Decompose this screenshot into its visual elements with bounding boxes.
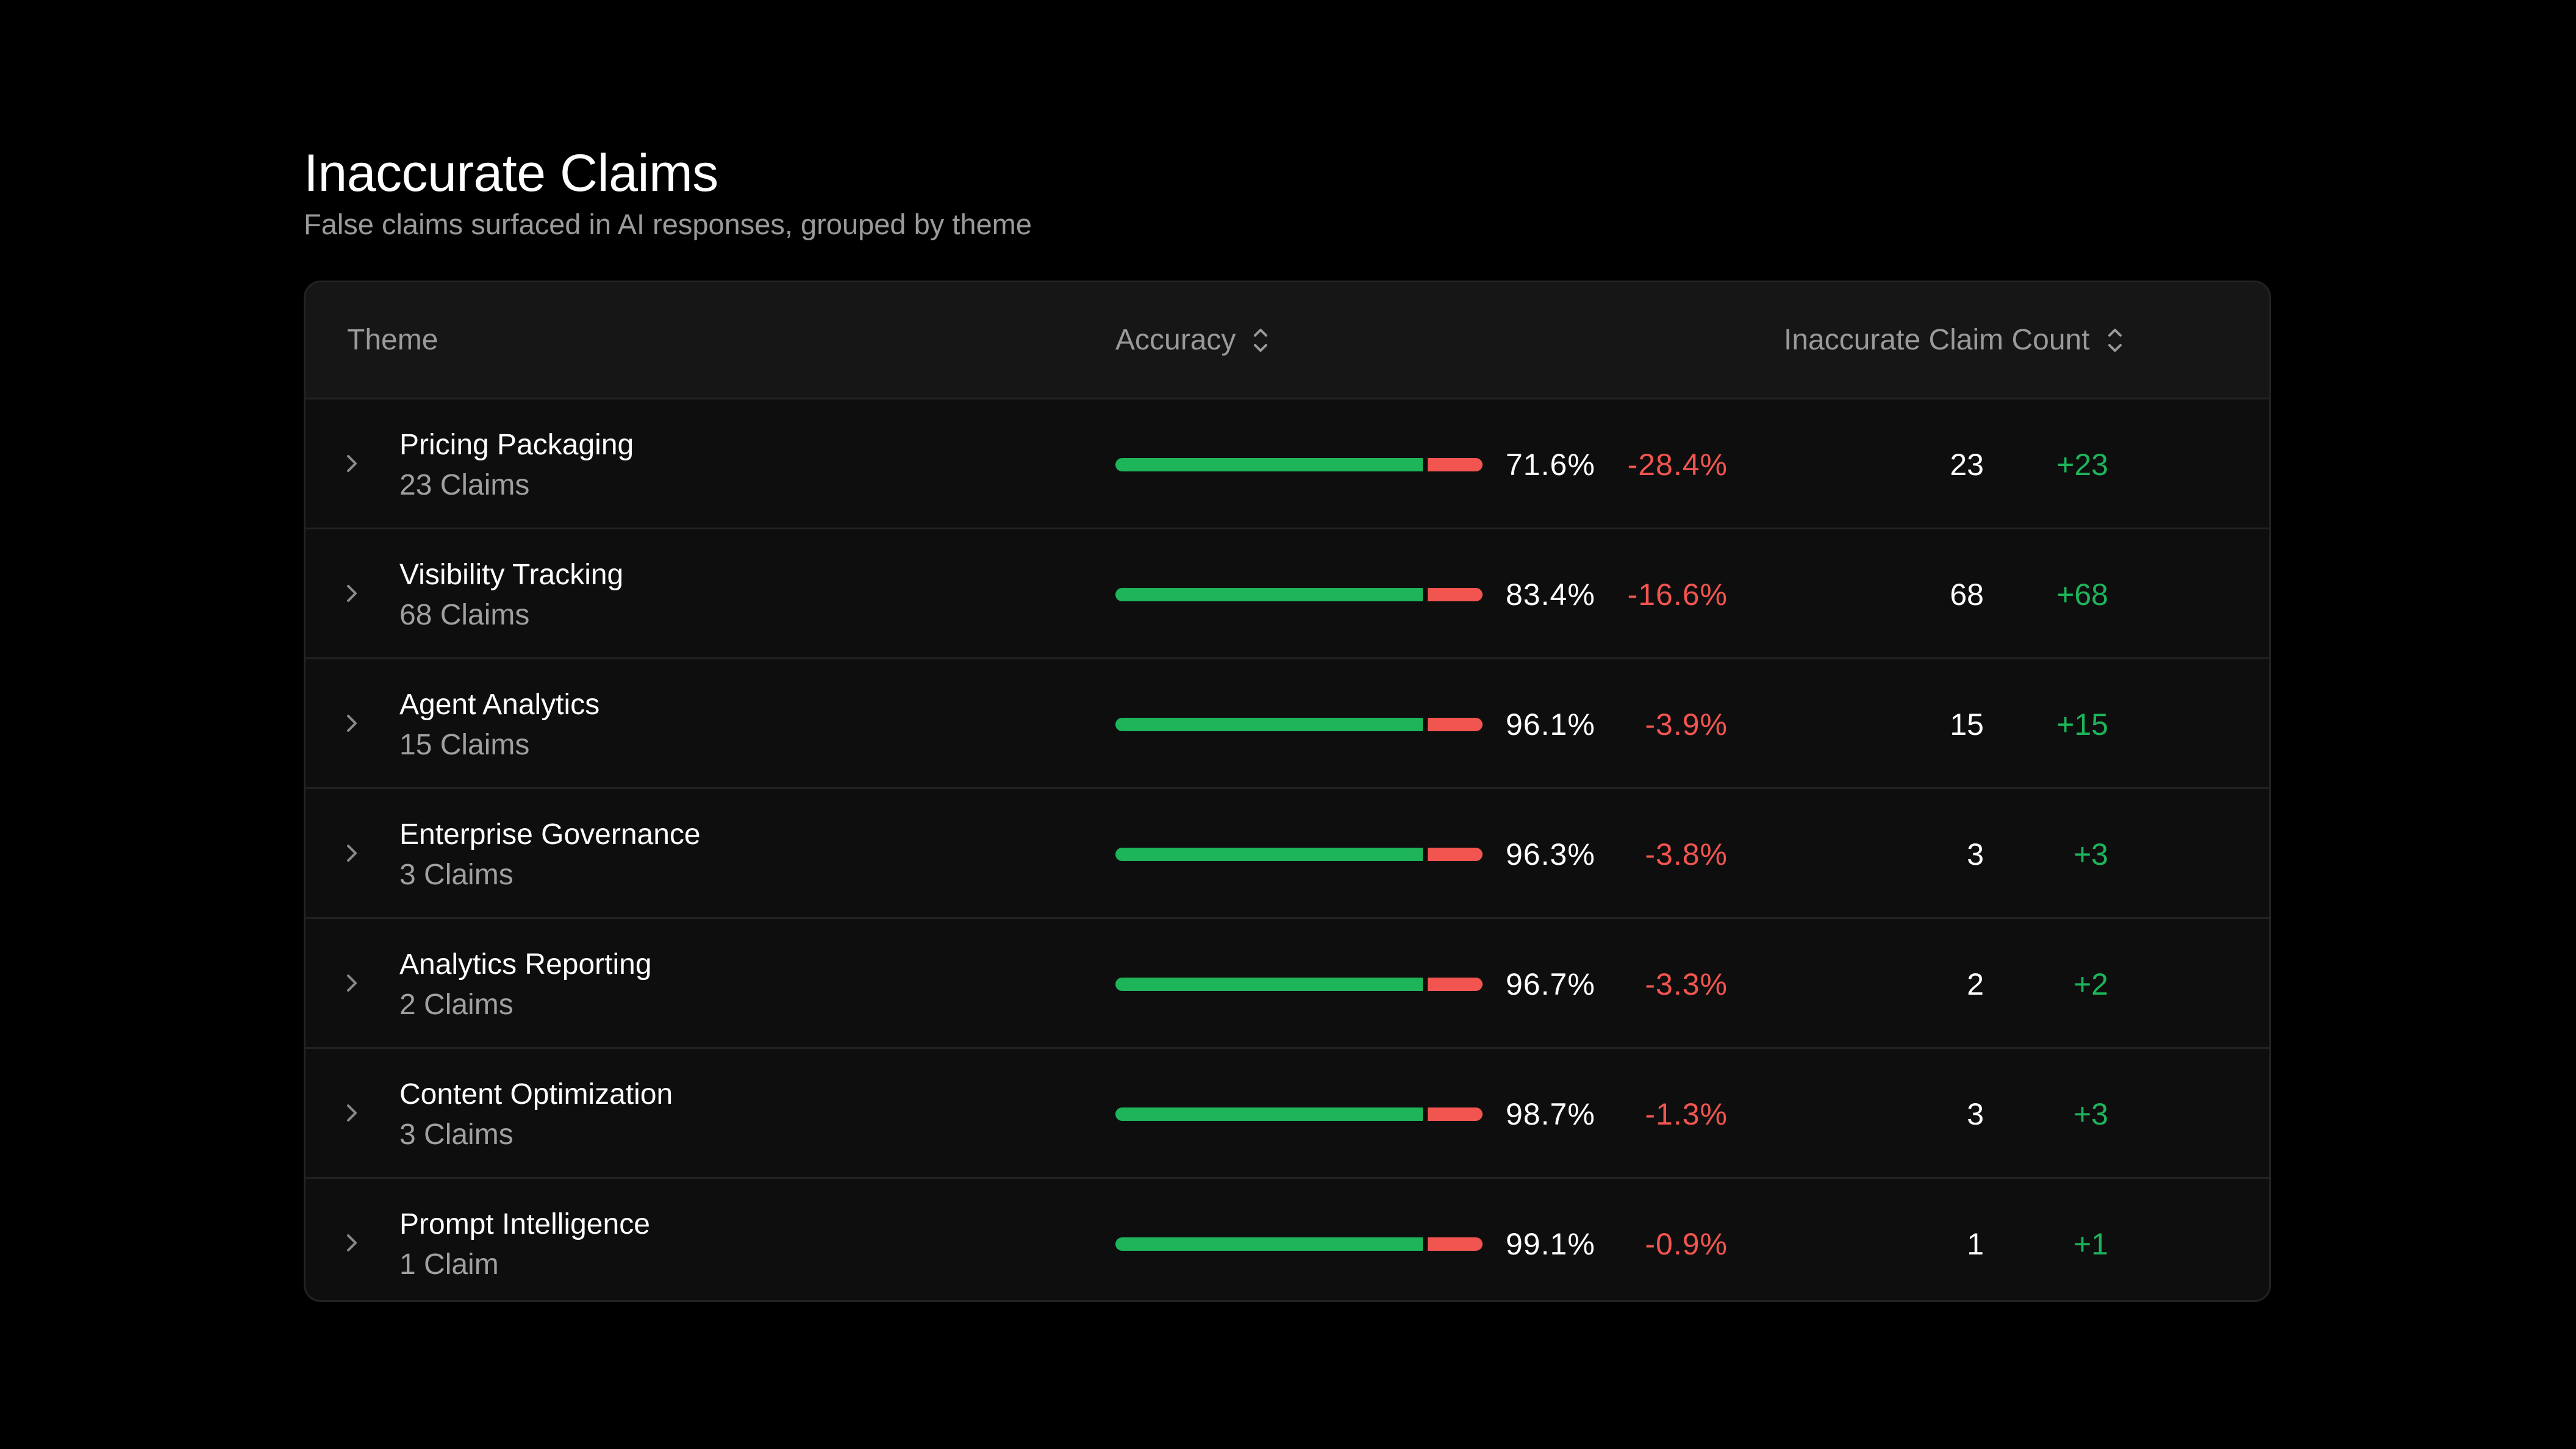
- accuracy-bar-inaccurate: [1428, 458, 1483, 471]
- accuracy-bar-inaccurate: [1428, 1107, 1483, 1121]
- theme-name: Content Optimization: [399, 1078, 673, 1111]
- accuracy-value: 96.7%: [1506, 967, 1595, 1001]
- accuracy-bar-inaccurate: [1428, 848, 1483, 861]
- chevron-right-icon[interactable]: [340, 659, 364, 787]
- theme-cell: Analytics Reporting 2 Claims: [399, 946, 652, 1024]
- theme-name: Pricing Packaging: [399, 429, 634, 461]
- column-header-theme-label: Theme: [347, 324, 438, 356]
- theme-name: Enterprise Governance: [399, 818, 701, 851]
- theme-cell: Agent Analytics 15 Claims: [399, 686, 599, 764]
- table-row[interactable]: Enterprise Governance 3 Claims 96.3% -3.…: [306, 789, 2269, 919]
- table-row[interactable]: Agent Analytics 15 Claims 96.1% -3.9% 15…: [306, 659, 2269, 789]
- theme-cell: Prompt Intelligence 1 Claim: [399, 1206, 650, 1284]
- claim-count-delta: +1: [2073, 1227, 2108, 1261]
- accuracy-bar-correct: [1115, 718, 1423, 731]
- accuracy-value: 98.7%: [1506, 1097, 1595, 1131]
- theme-cell: Content Optimization 3 Claims: [399, 1076, 673, 1154]
- accuracy-bar: [1115, 1237, 1483, 1251]
- chevron-right-icon[interactable]: [340, 789, 364, 917]
- accuracy-bar-inaccurate: [1428, 718, 1483, 731]
- column-header-theme: Theme: [347, 282, 438, 398]
- theme-claims-count: 3 Claims: [399, 1118, 513, 1151]
- column-header-count[interactable]: Inaccurate Claim Count: [1784, 282, 2124, 398]
- accuracy-bar-correct: [1115, 978, 1423, 991]
- table-body: Pricing Packaging 23 Claims 71.6% -28.4%…: [306, 399, 2269, 1300]
- theme-name: Analytics Reporting: [399, 948, 652, 981]
- table-row[interactable]: Prompt Intelligence 1 Claim 99.1% -0.9% …: [306, 1179, 2269, 1300]
- claim-count-value: 15: [1950, 707, 1984, 742]
- table-header: Theme Accuracy Inaccurate Claim Count: [306, 282, 2269, 399]
- page-subtitle: False claims surfaced in AI responses, g…: [304, 208, 1032, 240]
- accuracy-delta: -3.9%: [1645, 707, 1728, 742]
- claim-count-delta: +3: [2073, 837, 2108, 871]
- accuracy-bar: [1115, 848, 1483, 861]
- table-row[interactable]: Content Optimization 3 Claims 98.7% -1.3…: [306, 1049, 2269, 1179]
- accuracy-delta: -3.8%: [1645, 837, 1728, 871]
- claim-count-value: 3: [1967, 1097, 1984, 1131]
- accuracy-bar: [1115, 978, 1483, 991]
- theme-claims-count: 3 Claims: [399, 859, 513, 891]
- page-header: Inaccurate Claims False claims surfaced …: [304, 141, 1032, 243]
- claim-count-delta: +15: [2056, 707, 2108, 742]
- table-row[interactable]: Pricing Packaging 23 Claims 71.6% -28.4%…: [306, 399, 2269, 529]
- chevron-right-icon[interactable]: [340, 399, 364, 528]
- claim-count-delta: +2: [2073, 967, 2108, 1001]
- accuracy-value: 99.1%: [1506, 1227, 1595, 1261]
- claim-count-delta: +3: [2073, 1097, 2108, 1131]
- theme-name: Prompt Intelligence: [399, 1208, 650, 1240]
- claim-count-value: 1: [1967, 1227, 1984, 1261]
- accuracy-bar: [1115, 1107, 1483, 1121]
- accuracy-bar-correct: [1115, 458, 1423, 471]
- claim-count-value: 3: [1967, 837, 1984, 871]
- theme-cell: Pricing Packaging 23 Claims: [399, 426, 634, 504]
- claim-count-delta: +68: [2056, 578, 2108, 612]
- column-header-count-label: Inaccurate Claim Count: [1784, 324, 2090, 356]
- sort-icon[interactable]: [1251, 324, 1270, 356]
- column-header-accuracy-label: Accuracy: [1115, 324, 1236, 356]
- theme-cell: Enterprise Governance 3 Claims: [399, 816, 701, 894]
- claim-count-delta: +23: [2056, 448, 2108, 482]
- page-title: Inaccurate Claims: [304, 144, 718, 202]
- theme-claims-count: 2 Claims: [399, 989, 513, 1021]
- accuracy-bar-correct: [1115, 848, 1423, 861]
- claim-count-value: 68: [1950, 578, 1984, 612]
- chevron-right-icon[interactable]: [340, 529, 364, 657]
- accuracy-bar-correct: [1115, 1237, 1423, 1251]
- claims-table: Theme Accuracy Inaccurate Claim Count: [304, 281, 2271, 1302]
- accuracy-bar-inaccurate: [1428, 588, 1483, 601]
- accuracy-delta: -28.4%: [1627, 448, 1728, 482]
- accuracy-delta: -1.3%: [1645, 1097, 1728, 1131]
- accuracy-delta: -16.6%: [1627, 578, 1728, 612]
- accuracy-delta: -3.3%: [1645, 967, 1728, 1001]
- accuracy-value: 96.1%: [1506, 707, 1595, 742]
- accuracy-bar-inaccurate: [1428, 1237, 1483, 1251]
- theme-cell: Visibility Tracking 68 Claims: [399, 556, 623, 634]
- chevron-right-icon[interactable]: [340, 1179, 364, 1300]
- theme-claims-count: 1 Claim: [399, 1248, 499, 1281]
- accuracy-bar-correct: [1115, 1107, 1423, 1121]
- table-row[interactable]: Analytics Reporting 2 Claims 96.7% -3.3%…: [306, 919, 2269, 1049]
- chevron-right-icon[interactable]: [340, 919, 364, 1047]
- accuracy-value: 71.6%: [1506, 448, 1595, 482]
- accuracy-value: 96.3%: [1506, 837, 1595, 871]
- claim-count-value: 2: [1967, 967, 1984, 1001]
- theme-name: Visibility Tracking: [399, 559, 624, 591]
- accuracy-bar: [1115, 718, 1483, 731]
- table-row[interactable]: Visibility Tracking 68 Claims 83.4% -16.…: [306, 529, 2269, 659]
- theme-name: Agent Analytics: [399, 689, 600, 721]
- accuracy-bar-inaccurate: [1428, 978, 1483, 991]
- theme-claims-count: 68 Claims: [399, 599, 530, 631]
- claim-count-value: 23: [1950, 448, 1984, 482]
- theme-claims-count: 15 Claims: [399, 729, 530, 761]
- column-header-accuracy[interactable]: Accuracy: [1115, 282, 1270, 398]
- theme-claims-count: 23 Claims: [399, 469, 530, 501]
- accuracy-delta: -0.9%: [1645, 1227, 1728, 1261]
- accuracy-bar: [1115, 458, 1483, 471]
- sort-icon[interactable]: [2106, 324, 2124, 356]
- accuracy-bar-correct: [1115, 588, 1423, 601]
- accuracy-bar: [1115, 588, 1483, 601]
- chevron-right-icon[interactable]: [340, 1049, 364, 1177]
- accuracy-value: 83.4%: [1506, 578, 1595, 612]
